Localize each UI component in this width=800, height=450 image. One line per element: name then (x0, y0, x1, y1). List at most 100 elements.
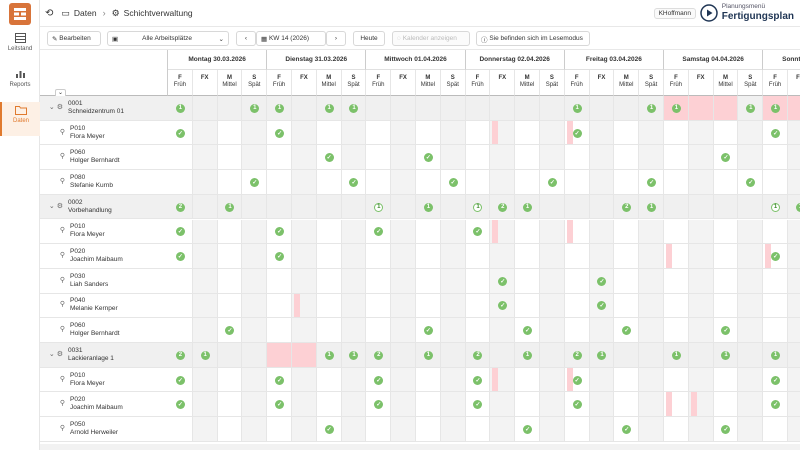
shift-cell[interactable] (788, 392, 800, 418)
shift-cell[interactable] (639, 367, 664, 393)
shift-cell[interactable] (589, 367, 615, 393)
shift-cell[interactable] (267, 145, 292, 171)
group-row-label[interactable]: ⌄ ⚙ 0031 Lackieranlage 1 (40, 343, 168, 368)
shift-cell[interactable] (614, 244, 640, 269)
shift-cell[interactable] (292, 194, 317, 220)
shift-cell[interactable] (416, 417, 441, 442)
shift-cell[interactable]: 1 (763, 343, 788, 368)
shift-cell[interactable] (391, 367, 416, 393)
shift-cell[interactable]: 1 (788, 194, 800, 220)
shift-cell[interactable] (713, 170, 739, 195)
shift-cell[interactable]: ✓ (416, 318, 441, 343)
shift-cell[interactable] (614, 268, 640, 294)
shift-cell[interactable] (664, 417, 689, 442)
next-week-button[interactable]: › (326, 31, 346, 46)
person-row-label[interactable]: ⚲ P020 Joachim Maibaum (40, 392, 168, 418)
shift-cell[interactable] (688, 194, 714, 220)
shift-cell[interactable] (540, 120, 565, 146)
shift-cell[interactable] (639, 219, 664, 245)
shift-cell[interactable] (192, 194, 218, 220)
shift-cell[interactable] (391, 244, 416, 269)
shift-cell[interactable] (341, 219, 367, 245)
shift-cell[interactable] (639, 392, 664, 418)
shift-cell[interactable] (515, 392, 540, 418)
person-row-label[interactable]: ⚲ P010 Flora Meyer (40, 367, 168, 393)
shift-cell[interactable] (440, 318, 466, 343)
shift-cell[interactable] (540, 318, 565, 343)
shift-cell[interactable] (738, 145, 764, 171)
shift-cell[interactable] (416, 170, 441, 195)
shift-cell[interactable] (168, 417, 193, 442)
shift-cell[interactable] (614, 343, 640, 368)
prev-week-button[interactable]: ‹ (236, 31, 256, 46)
shift-cell[interactable]: 1 (316, 343, 342, 368)
shift-cell[interactable]: ✓ (267, 244, 292, 269)
shift-cell[interactable] (341, 392, 367, 418)
shift-cell[interactable]: 2 (465, 343, 491, 368)
shift-cell[interactable]: 1 (589, 343, 615, 368)
shift-cell[interactable] (416, 120, 441, 146)
shift-cell[interactable] (664, 293, 689, 319)
shift-cell[interactable] (341, 367, 367, 393)
shift-cell[interactable] (490, 367, 516, 393)
shift-cell[interactable] (614, 145, 640, 171)
shift-cell[interactable] (788, 244, 800, 269)
shift-cell[interactable]: ✓ (589, 268, 615, 294)
shift-cell[interactable] (341, 120, 367, 146)
shift-cell[interactable]: ✓ (168, 219, 193, 245)
shift-cell[interactable] (688, 367, 714, 393)
shift-cell[interactable] (316, 318, 342, 343)
shift-cell[interactable]: ✓ (316, 145, 342, 171)
shift-cell[interactable] (713, 392, 739, 418)
shift-cell[interactable]: 2 (366, 343, 392, 368)
person-row-label[interactable]: ⚲ P060 Holger Bernhardt (40, 318, 168, 343)
person-row-label[interactable]: ⚲ P020 Joachim Maibaum (40, 244, 168, 269)
shift-cell[interactable]: 2 (168, 343, 193, 368)
shift-cell[interactable] (639, 244, 664, 269)
shift-cell[interactable] (217, 120, 243, 146)
history-icon[interactable]: ⟲ (45, 7, 54, 19)
shift-cell[interactable] (341, 417, 367, 442)
shift-cell[interactable] (292, 170, 317, 195)
shift-cell[interactable] (540, 244, 565, 269)
shift-cell[interactable] (738, 318, 764, 343)
week-picker[interactable]: ▦ KW 14 (2026) (256, 31, 326, 46)
shift-cell[interactable] (391, 417, 416, 442)
shift-cell[interactable] (465, 145, 491, 171)
person-row-label[interactable]: ⚲ P030 Liah Sanders (40, 268, 168, 294)
shift-cell[interactable] (217, 293, 243, 319)
shift-cell[interactable] (540, 268, 565, 294)
shift-cell[interactable]: ✓ (465, 367, 491, 393)
shift-cell[interactable] (440, 244, 466, 269)
shift-cell[interactable]: 1 (664, 96, 689, 121)
shift-cell[interactable] (416, 219, 441, 245)
shift-cell[interactable]: ✓ (490, 293, 516, 319)
shift-cell[interactable] (639, 268, 664, 294)
shift-cell[interactable] (341, 145, 367, 171)
shift-cell[interactable] (391, 96, 416, 121)
shift-cell[interactable] (242, 194, 268, 220)
shift-cell[interactable] (589, 194, 615, 220)
shift-cell[interactable] (515, 120, 540, 146)
shift-cell[interactable] (664, 145, 689, 171)
shift-cell[interactable]: ✓ (267, 392, 292, 418)
chevron-down-icon[interactable]: ⌄ ⚙ (48, 202, 63, 210)
person-row-label[interactable]: ⚲ P080 Stefanie Kurnb (40, 170, 168, 195)
shift-cell[interactable] (366, 318, 392, 343)
shift-cell[interactable] (713, 120, 739, 146)
shift-cell[interactable] (217, 219, 243, 245)
shift-cell[interactable]: ✓ (267, 219, 292, 245)
shift-cell[interactable] (515, 367, 540, 393)
shift-cell[interactable]: 1 (639, 96, 664, 121)
shift-cell[interactable] (341, 268, 367, 294)
shift-cell[interactable] (490, 417, 516, 442)
shift-cell[interactable] (738, 219, 764, 245)
shift-cell[interactable] (515, 96, 540, 121)
shift-cell[interactable] (564, 194, 590, 220)
shift-cell[interactable] (614, 293, 640, 319)
shift-cell[interactable] (589, 219, 615, 245)
shift-cell[interactable]: ✓ (614, 318, 640, 343)
shift-cell[interactable] (664, 170, 689, 195)
shift-cell[interactable] (540, 392, 565, 418)
shift-cell[interactable]: ✓ (465, 392, 491, 418)
